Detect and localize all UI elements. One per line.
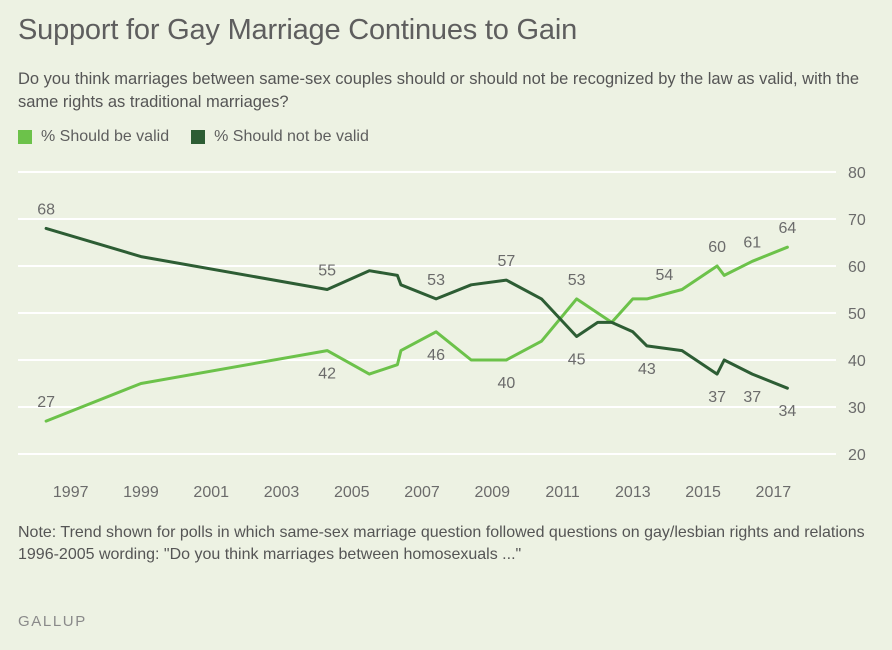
x-tick-label: 2005 xyxy=(334,484,370,501)
y-tick-label: 70 xyxy=(848,212,866,229)
data-label: 60 xyxy=(708,239,726,256)
data-label: 43 xyxy=(638,361,656,378)
x-tick-label: 2001 xyxy=(193,484,229,501)
x-tick-label: 2011 xyxy=(545,484,580,501)
data-label: 42 xyxy=(318,366,336,383)
legend-label-not-valid: % Should not be valid xyxy=(214,128,369,145)
x-tick-label: 2015 xyxy=(685,484,721,501)
chart-note: Note: Trend shown for polls in which sam… xyxy=(18,522,878,566)
x-tick-label: 1999 xyxy=(123,484,159,501)
note-line-2: 1996-2005 wording: "Do you think marriag… xyxy=(18,546,522,563)
data-label: 45 xyxy=(568,352,586,369)
data-label: 40 xyxy=(497,375,515,392)
data-label: 55 xyxy=(318,263,336,280)
data-label: 53 xyxy=(427,272,445,289)
y-tick-label: 40 xyxy=(848,353,866,370)
data-label: 46 xyxy=(427,347,445,364)
y-tick-label: 50 xyxy=(848,306,866,323)
data-label: 68 xyxy=(37,201,55,218)
data-labels: 27 42 46 40 53 54 60 61 64 68 55 53 57 45 43 37 37 34 xyxy=(37,201,796,420)
grid-layer xyxy=(18,171,836,455)
legend-item-not-valid: % Should not be valid xyxy=(191,128,369,146)
data-label: 34 xyxy=(779,403,797,420)
note-line-1: Note: Trend shown for polls in which sam… xyxy=(18,524,865,541)
y-axis-ticks: 20 30 40 50 60 70 80 xyxy=(848,165,866,464)
y-tick-label: 30 xyxy=(848,400,866,417)
x-tick-label: 2013 xyxy=(615,484,651,501)
chart-subtitle: Do you think marriages between same-sex … xyxy=(18,70,860,111)
data-label: 64 xyxy=(779,220,797,237)
x-tick-label: 2017 xyxy=(756,484,792,501)
data-label: 54 xyxy=(656,267,674,284)
gallup-brand: GALLUP xyxy=(18,613,87,630)
y-tick-label: 20 xyxy=(848,447,866,464)
chart-title: Support for Gay Marriage Continues to Ga… xyxy=(18,14,577,46)
data-label: 37 xyxy=(743,389,761,406)
legend-item-valid: % Should be valid xyxy=(18,128,169,146)
line-chart: 20 30 40 50 60 70 80 1997 1999 2001 2003 2005 2007 2… xyxy=(18,165,866,501)
x-axis-ticks: 1997 1999 2001 2003 2005 2007 2009 2011 2013 2015… xyxy=(53,484,791,501)
series-line-should-not-be-valid xyxy=(44,226,789,390)
data-label: 27 xyxy=(37,394,55,411)
data-label: 61 xyxy=(743,234,761,251)
y-tick-label: 80 xyxy=(848,165,866,182)
series-lines xyxy=(44,226,789,423)
legend-swatch-valid xyxy=(18,130,32,144)
data-label: 53 xyxy=(568,272,586,289)
legend: % Should be valid % Should not be valid xyxy=(18,128,391,146)
data-label: 37 xyxy=(708,389,726,406)
series-line-should-be-valid xyxy=(44,245,789,423)
y-tick-label: 60 xyxy=(848,259,866,276)
legend-label-valid: % Should be valid xyxy=(41,128,170,145)
x-tick-label: 1997 xyxy=(53,484,89,501)
x-tick-label: 2003 xyxy=(264,484,300,501)
x-tick-label: 2007 xyxy=(404,484,440,501)
x-tick-label: 2009 xyxy=(474,484,510,501)
data-label: 57 xyxy=(497,253,515,270)
legend-swatch-not-valid xyxy=(191,130,206,144)
